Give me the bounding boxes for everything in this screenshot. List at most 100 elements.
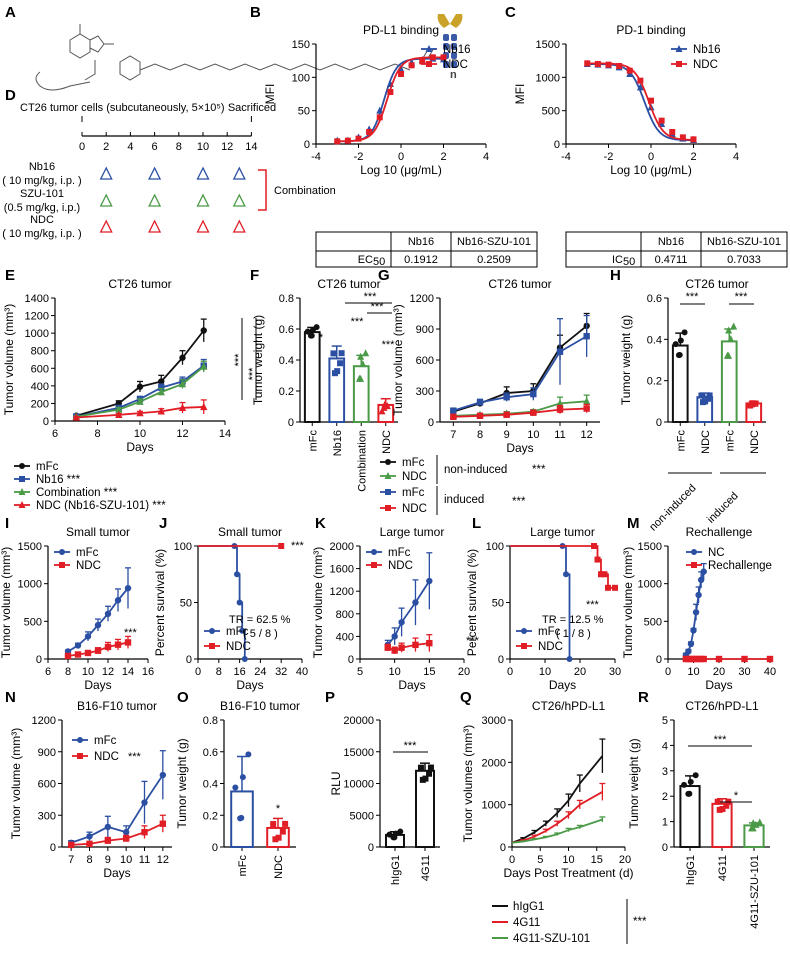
chart-e: 0 200 400 600 800 1000 1200 1400 6 8 10 12 14 CT26 tu… (2, 277, 259, 512)
x-tick-label: 11 (139, 854, 150, 866)
sig-stars: *** (351, 316, 365, 328)
chart-title: CT26 tumor (685, 277, 748, 291)
data-point (426, 577, 433, 585)
data-point (594, 556, 601, 563)
data-point (583, 405, 590, 412)
data-point (124, 584, 132, 592)
legend-label: 4G11-SZU-101 (513, 933, 590, 945)
data-point (398, 619, 405, 626)
data-point (104, 643, 112, 651)
legend-group-stars: *** (512, 496, 526, 508)
y-tick-label: 100 (292, 72, 310, 84)
data-point (616, 63, 623, 69)
x-tick-label: hIgG1 (390, 855, 402, 885)
y-axis-label: Tumor volume (mm³) (2, 304, 16, 416)
sig-stars: *** (404, 740, 418, 752)
chart-g: 0 300 600 900 1200 7 8 9 10 11 12 CT26 tumor Tumor v… (380, 277, 600, 515)
series-line (453, 400, 587, 417)
chart-m: 0 500 1000 1500 0 10 20 30 40 Rechallenge Tumor vo… (621, 525, 776, 692)
bar (303, 331, 321, 424)
sig-stars: * (319, 332, 324, 344)
data-point (378, 407, 386, 415)
x-tick-label: 10 (389, 666, 401, 678)
data-point (384, 644, 391, 651)
x-axis-label: Log 10 (μg/mL) (360, 163, 442, 177)
data-point (391, 834, 398, 841)
y-tick-label: 0 (50, 842, 56, 854)
x-axis-label: Days (84, 678, 111, 692)
sig-stars: * (734, 790, 739, 802)
combination-label: Combination (274, 185, 336, 197)
data-point (675, 45, 683, 52)
data-point (636, 83, 644, 91)
table-value: 0.2509 (477, 254, 511, 266)
tr-text: TR = 62.5 % (229, 614, 291, 626)
panel-label-p: P (325, 689, 335, 706)
x-tick-label: 4 (483, 151, 489, 163)
y-tick-label: 0 (43, 416, 49, 428)
sig-stars: *** (124, 627, 138, 639)
panel-label-q: Q (460, 689, 472, 706)
data-point (679, 134, 686, 141)
data-point (86, 840, 93, 848)
data-point (723, 802, 730, 809)
y-tick-label: 500 (542, 106, 560, 118)
x-tick-label: -4 (561, 151, 571, 163)
data-point (521, 643, 527, 649)
y-tick-label: 0.6 (647, 293, 662, 305)
chem-bond (84, 60, 96, 81)
data-point (705, 395, 712, 402)
y-tick-label: 2000 (482, 757, 506, 769)
x-tick-label: NDC (700, 430, 712, 454)
timeline-tick-label: 14 (245, 141, 257, 153)
x-tick-label: -4 (311, 151, 321, 163)
tr-count: ( 5 / 8 ) (243, 628, 278, 640)
y-tick-label: 1000 (536, 72, 560, 84)
data-point (676, 351, 683, 358)
y-axis-label: MFI (513, 84, 527, 105)
timeline-tick-label: 6 (152, 141, 158, 153)
dose-triangle (148, 219, 162, 233)
data-point (429, 54, 436, 61)
y-tick-label: 10000 (343, 779, 374, 791)
x-tick-label: 24 (254, 666, 266, 678)
data-point (245, 751, 252, 758)
x-tick-label: mFc (237, 855, 249, 877)
sig-stars: *** (364, 291, 378, 303)
data-point (605, 61, 612, 68)
x-tick-label: 10 (527, 429, 539, 441)
y-tick-label: 400 (336, 631, 354, 643)
x-tick-label: 0 (648, 151, 654, 163)
x-tick-label: 14 (219, 428, 231, 440)
timeline-sacrificed: Sacrificed (228, 102, 276, 114)
data-point (385, 489, 391, 495)
x-tick-label: 32 (275, 666, 287, 678)
y-axis-label: Tumor weight (g) (251, 315, 265, 405)
group-label: induced (705, 490, 741, 526)
x-tick-label: 12 (102, 666, 114, 678)
data-point (752, 820, 760, 828)
data-point (136, 397, 144, 405)
chart-title: Large tumor (380, 525, 445, 539)
combination-bracket (258, 169, 267, 211)
x-tick-label: 4G11 (717, 855, 729, 881)
x-tick-label: mFc (675, 430, 687, 452)
y-tick-label: 300 (416, 386, 434, 398)
data-point (612, 584, 618, 591)
chem-ring (69, 33, 91, 59)
x-tick-label: 40 (764, 666, 776, 678)
x-tick-label: NDC (381, 430, 393, 454)
data-point (714, 798, 721, 805)
panel-label-b: B (250, 4, 261, 21)
chart-n: 0 300 600 900 1200 7 8 9 10 11 12 B16-F10 tumor Tumo… (9, 699, 172, 880)
table-row-label: EC (358, 254, 373, 266)
y-tick-label: 50 (492, 598, 504, 610)
fit-curve (587, 63, 694, 142)
y-tick-label: 0.2 (647, 376, 662, 388)
chart-title: PD-1 binding (616, 23, 685, 37)
data-point (179, 354, 186, 361)
data-point (756, 818, 764, 826)
legend-label: hIgG1 (513, 901, 544, 913)
table-border (565, 231, 788, 268)
y-tick-label: 900 (416, 324, 434, 336)
